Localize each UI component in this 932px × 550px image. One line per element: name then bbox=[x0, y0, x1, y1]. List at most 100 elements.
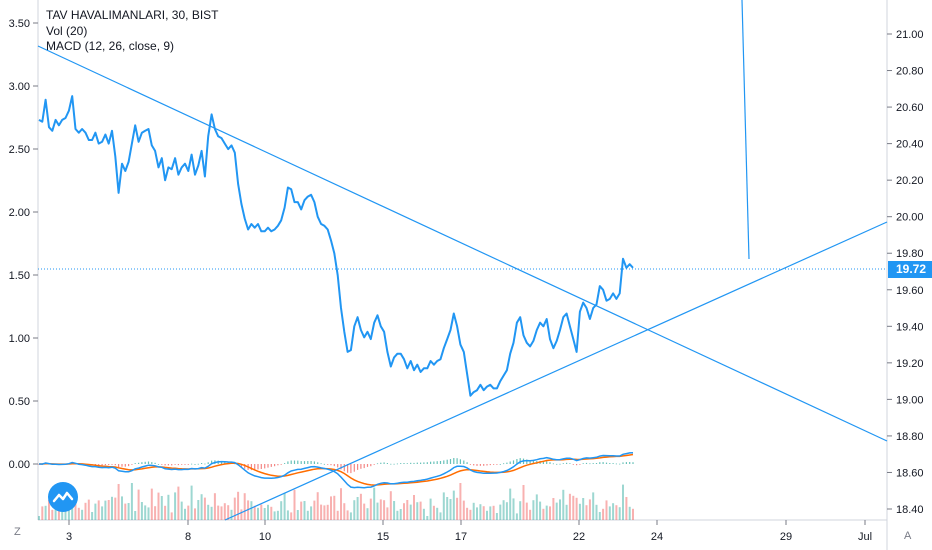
macd-indicator-label[interactable]: MACD (12, 26, close, 9) bbox=[46, 39, 175, 53]
macd-histogram-bar bbox=[323, 463, 325, 465]
macd-line bbox=[38, 451, 634, 489]
volume-bar bbox=[598, 512, 601, 520]
right-axis-tick-label: 20.40 bbox=[896, 139, 924, 151]
volume-indicator-label[interactable]: Vol (20) bbox=[46, 23, 88, 38]
macd-histogram-bar bbox=[284, 463, 286, 464]
macd-histogram-bar bbox=[546, 461, 548, 464]
volume-bar bbox=[127, 503, 130, 520]
macd-histogram-bar bbox=[277, 464, 279, 466]
volume-bar bbox=[64, 511, 67, 520]
volume-bar bbox=[280, 501, 283, 520]
macd-histogram-bar bbox=[572, 464, 574, 465]
descending-trendline[interactable] bbox=[37, 45, 888, 442]
macd-histogram-bar bbox=[353, 464, 355, 472]
volume-bar bbox=[532, 500, 535, 520]
volume-bar bbox=[296, 510, 299, 520]
macd-histogram-bar bbox=[310, 461, 312, 464]
volume-bar bbox=[396, 510, 399, 520]
macd-histogram-bar bbox=[147, 461, 150, 464]
volume-bar bbox=[359, 493, 362, 520]
vertical-drawn-line[interactable] bbox=[741, 0, 750, 260]
macd-histogram-bar bbox=[164, 464, 166, 466]
volume-bar bbox=[602, 508, 605, 520]
macd-histogram-bar bbox=[516, 459, 518, 464]
price-line[interactable] bbox=[38, 95, 634, 397]
symbol-title[interactable]: TAV HAVALIMANLARI, 30, BIST bbox=[46, 8, 219, 22]
macd-histogram-bar bbox=[390, 463, 392, 465]
macd-histogram-bar bbox=[280, 464, 282, 465]
volume-bar bbox=[157, 492, 160, 520]
macd-histogram-bar bbox=[101, 464, 103, 466]
volume-bar bbox=[38, 516, 40, 520]
macd-histogram-bar bbox=[177, 464, 179, 466]
macd-histogram-bar bbox=[327, 464, 329, 465]
macd-histogram-bar bbox=[128, 464, 130, 467]
volume-bar bbox=[134, 511, 137, 520]
volume-bar bbox=[545, 505, 548, 520]
volume-bar bbox=[260, 504, 263, 520]
auto-scale-button[interactable]: A bbox=[904, 530, 912, 542]
time-axis-tick-label: 22 bbox=[573, 531, 585, 543]
volume-bar bbox=[612, 503, 615, 520]
macd-histogram-bar bbox=[161, 464, 163, 465]
macd-histogram-bar bbox=[303, 461, 306, 464]
volume-bar bbox=[492, 505, 495, 520]
right-price-axis[interactable]: 21.00 20.80 20.60 20.40 20.20 20.00 19.80 19.60… bbox=[887, 29, 924, 516]
macd-histogram-bar bbox=[612, 463, 614, 464]
macd-histogram-bar bbox=[632, 462, 634, 464]
left-price-axis[interactable]: 3.50 3.00 2.50 2.00 1.50 1.00 0.50 0.00 bbox=[9, 18, 38, 471]
volume-bar bbox=[111, 496, 113, 520]
macd-histogram-bar bbox=[254, 464, 256, 470]
volume-bar bbox=[44, 505, 47, 520]
macd-histogram-bar bbox=[479, 464, 481, 466]
macd-histogram-bar bbox=[300, 461, 302, 464]
volume-bar bbox=[300, 501, 303, 520]
right-axis-tick-label: 19.00 bbox=[896, 394, 924, 406]
volume-bar bbox=[154, 506, 157, 520]
macd-histogram-bar bbox=[257, 464, 259, 470]
macd-histogram-bar bbox=[297, 460, 299, 464]
macd-histogram-bar bbox=[347, 464, 349, 473]
macd-histogram-bar bbox=[204, 463, 206, 465]
volume-bar bbox=[150, 488, 153, 520]
volume-bar bbox=[578, 503, 581, 520]
volume-bar bbox=[240, 509, 243, 520]
macd-histogram-bar bbox=[174, 464, 176, 465]
macd-histogram-bar bbox=[589, 463, 591, 465]
volume-bar bbox=[87, 499, 90, 520]
macd-histogram-bar bbox=[410, 462, 412, 464]
macd-histogram-bar bbox=[503, 463, 505, 465]
ascending-trendline[interactable] bbox=[224, 221, 888, 521]
macd-histogram-bar bbox=[559, 463, 561, 465]
left-axis-tick-label: 2.50 bbox=[9, 144, 30, 156]
macd-histogram-bar bbox=[134, 463, 136, 464]
macd-histogram-bar bbox=[420, 462, 422, 464]
tradingview-logo-icon[interactable] bbox=[48, 482, 78, 512]
volume-bar bbox=[164, 505, 167, 520]
zoom-toggle-button[interactable]: Z bbox=[14, 526, 21, 538]
volume-bar bbox=[549, 506, 551, 520]
volume-bar bbox=[452, 490, 455, 520]
volume-bar bbox=[406, 500, 409, 520]
macd-histogram-bar bbox=[108, 464, 110, 466]
volume-bar bbox=[582, 498, 585, 520]
volume-bar bbox=[399, 509, 402, 520]
volume-bar bbox=[422, 508, 425, 520]
macd-histogram-bar bbox=[373, 464, 375, 465]
volume-bar bbox=[499, 504, 502, 520]
macd-histogram-bar bbox=[144, 461, 146, 464]
macd-histogram-bar bbox=[579, 464, 581, 465]
volume-bar bbox=[257, 507, 259, 520]
volume-bar bbox=[207, 504, 210, 520]
macd-histogram-bar bbox=[576, 464, 578, 466]
volume-bar bbox=[529, 509, 532, 520]
volume-bar bbox=[366, 508, 369, 520]
right-axis-tick-label: 20.00 bbox=[896, 212, 924, 224]
volume-bar bbox=[389, 491, 392, 520]
macd-histogram-bar bbox=[250, 464, 252, 471]
time-axis[interactable]: 3 8 10 15 17 22 24 29 Jul bbox=[66, 520, 872, 543]
volume-bar bbox=[519, 501, 522, 520]
macd-histogram-bar bbox=[446, 459, 448, 464]
